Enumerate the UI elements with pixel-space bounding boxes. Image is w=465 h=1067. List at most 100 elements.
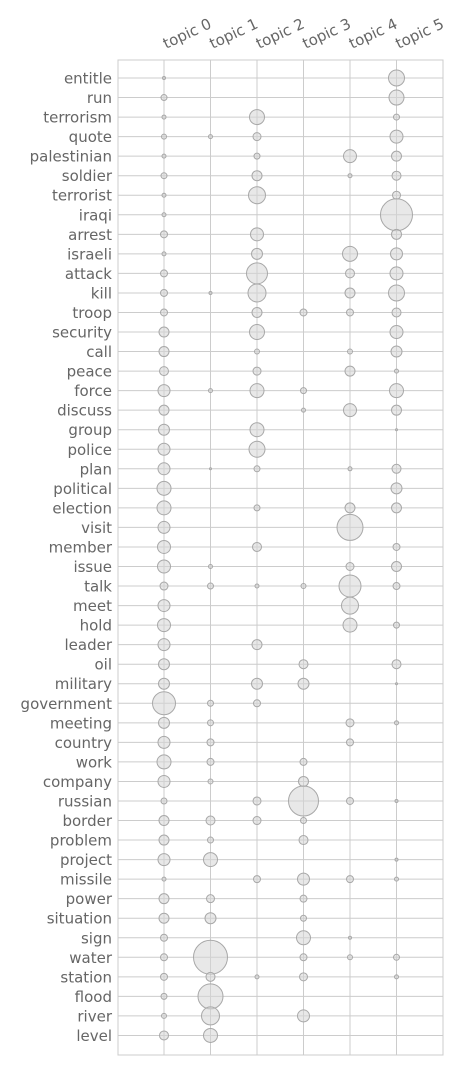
row-label: israeli <box>67 245 112 263</box>
row-label: hold <box>80 617 112 635</box>
bubble <box>393 621 400 629</box>
bubble <box>158 815 170 827</box>
bubble <box>345 562 355 571</box>
bubble <box>160 992 168 1000</box>
bubble <box>161 212 167 218</box>
bubble <box>204 912 217 925</box>
row-label: power <box>66 890 113 908</box>
bubble <box>346 308 354 317</box>
bubble <box>253 699 261 708</box>
bubble <box>299 308 308 317</box>
row-label: quote <box>69 128 112 146</box>
bubble <box>152 691 176 716</box>
bubble <box>208 290 213 295</box>
row-label: soldier <box>62 167 113 185</box>
bubble <box>389 325 404 340</box>
row-label: station <box>60 968 112 986</box>
bubble <box>299 757 308 766</box>
bubble <box>209 467 212 471</box>
row-label: plan <box>80 460 112 478</box>
bubble <box>389 266 404 281</box>
bubble <box>391 463 402 474</box>
bubble <box>158 658 170 671</box>
bubble <box>205 971 216 982</box>
bubble <box>157 735 171 749</box>
bubble <box>300 387 307 395</box>
bubble <box>161 133 167 140</box>
bubble <box>156 500 172 516</box>
bubble <box>391 659 402 670</box>
column-label: topic 4 <box>346 15 400 53</box>
bubble <box>391 307 402 318</box>
bubble <box>201 1006 220 1026</box>
bubble <box>157 599 171 613</box>
row-label: entitle <box>64 70 112 88</box>
bubble <box>161 1012 167 1019</box>
bubble <box>252 366 262 376</box>
bubble <box>336 513 364 541</box>
bubble <box>158 404 170 416</box>
bubble <box>248 440 266 458</box>
row-label: peace <box>67 363 112 381</box>
bubble <box>160 953 168 962</box>
bubble <box>391 561 402 572</box>
row-label: flood <box>75 988 112 1006</box>
bubble <box>159 1030 169 1041</box>
row-label: meet <box>73 597 112 615</box>
bubble <box>288 785 319 817</box>
row-label: project <box>60 851 112 869</box>
bubble <box>346 875 354 884</box>
bubble <box>391 170 402 181</box>
bubble <box>253 504 261 512</box>
bubble <box>347 348 353 355</box>
bubble <box>253 875 261 884</box>
row-label: river <box>77 1007 112 1025</box>
bubble <box>253 465 261 473</box>
bubble <box>203 1027 218 1043</box>
bubble <box>160 230 168 239</box>
bubble <box>249 383 265 399</box>
bubble <box>394 876 399 882</box>
bubble <box>157 774 171 788</box>
bubble <box>394 857 399 862</box>
bubble <box>392 582 401 591</box>
bubble <box>298 775 309 787</box>
bubble <box>160 308 168 317</box>
bubble <box>249 422 265 438</box>
row-label: border <box>62 812 112 830</box>
bubble <box>347 954 353 961</box>
bubble <box>296 930 311 946</box>
bubble <box>162 76 166 80</box>
bubble <box>394 720 399 726</box>
bubble <box>156 754 172 770</box>
bubble <box>252 132 262 142</box>
row-label: issue <box>73 558 112 576</box>
column-label: topic 1 <box>207 15 261 53</box>
bubble <box>392 190 401 200</box>
row-label: water <box>69 949 113 967</box>
row-label: level <box>76 1027 112 1045</box>
bubble <box>208 564 213 569</box>
row-label: discuss <box>57 402 112 420</box>
row-label: government <box>21 695 113 713</box>
bubble <box>341 596 359 615</box>
bubble <box>297 872 310 886</box>
bubble <box>251 306 263 318</box>
bubble <box>342 245 358 262</box>
bubble <box>395 682 398 686</box>
bubbles <box>152 69 413 1043</box>
bubble <box>158 716 170 729</box>
bubble <box>394 798 399 803</box>
bubble <box>207 582 214 590</box>
bubble <box>251 247 263 260</box>
bubble <box>338 574 362 598</box>
bubble <box>249 109 265 126</box>
row-label: military <box>55 675 112 693</box>
row-label: group <box>68 421 112 439</box>
bubble <box>206 757 215 766</box>
bubble <box>300 817 307 825</box>
bubble <box>298 835 309 846</box>
bubble <box>391 150 402 162</box>
